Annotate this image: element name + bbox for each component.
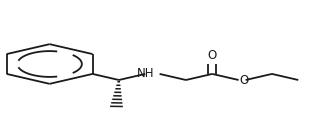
Text: O: O <box>208 49 217 62</box>
Text: O: O <box>240 73 249 87</box>
Text: NH: NH <box>136 67 154 80</box>
